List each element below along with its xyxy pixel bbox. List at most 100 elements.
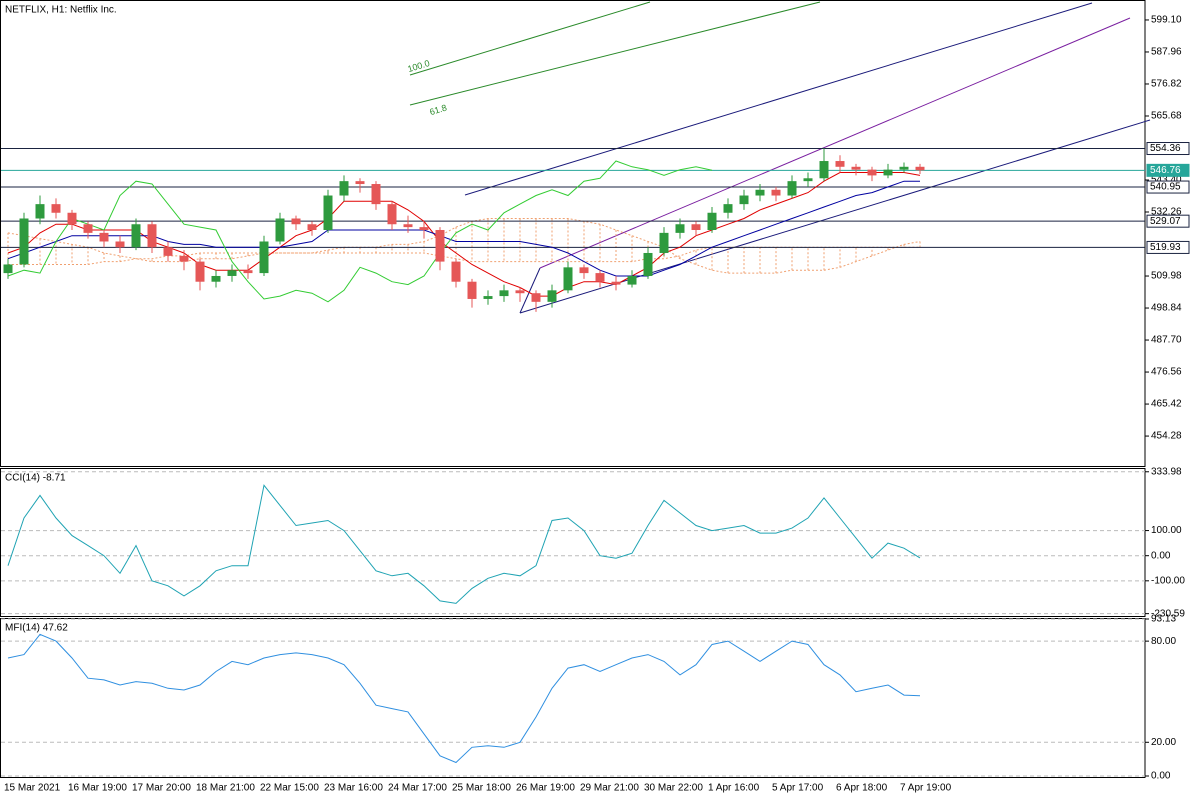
indicator-line: [7, 160, 713, 303]
candle-body: [131, 224, 141, 248]
y-tick-label: 509.98: [1151, 271, 1182, 282]
y-tick-label: 93.13: [1151, 614, 1176, 625]
candle-body: [163, 247, 173, 256]
candle-body: [771, 189, 781, 196]
candle-body: [803, 178, 813, 182]
candle-body: [355, 181, 365, 185]
trend-line: [519, 119, 1151, 314]
candle-body: [659, 232, 669, 253]
level-box: [1146, 240, 1190, 254]
cloud-edge: [7, 218, 921, 274]
y-tick-label: 476.56: [1151, 367, 1182, 378]
fib-line: [409, 1, 651, 76]
candle-body: [211, 275, 221, 282]
cloud-edge: [8, 246, 920, 265]
candle-body: [51, 204, 61, 213]
y-tick-label: 465.42: [1151, 399, 1182, 410]
level-box: [1146, 142, 1190, 156]
candle-body: [451, 261, 461, 282]
candle-body: [563, 267, 573, 291]
level-box: [1146, 214, 1190, 228]
cci-title: CCI(14) -8.71: [5, 473, 66, 484]
x-tick-label: 25 Mar 18:00: [452, 783, 511, 794]
candle-body: [547, 290, 557, 302]
y-tick-label: -100.00: [1151, 575, 1185, 586]
candle-body: [227, 270, 237, 276]
x-tick-label: 5 Apr 17:00: [772, 783, 824, 794]
candle-body: [19, 218, 29, 265]
candle-body: [387, 204, 397, 225]
candle-body: [739, 195, 749, 205]
candle-body: [179, 255, 189, 262]
candle-body: [691, 224, 701, 230]
x-tick-label: 26 Mar 19:00: [516, 783, 575, 794]
level-label: 540.95: [1150, 182, 1181, 193]
candle-body: [35, 204, 45, 219]
y-tick-label: 532.26: [1151, 207, 1182, 218]
candle-body: [579, 267, 589, 274]
y-tick-label: 543.40: [1151, 175, 1182, 186]
level-label: 529.07: [1150, 216, 1181, 227]
chart-title: NETFLIX, H1: Netflix Inc.: [5, 5, 117, 16]
y-tick-label: -230.59: [1151, 608, 1185, 619]
candle-body: [867, 169, 877, 176]
x-tick-label: 23 Mar 16:00: [324, 783, 383, 794]
trend-line: [519, 267, 541, 314]
level-box: [1146, 163, 1190, 177]
candle-body: [883, 169, 893, 176]
y-tick-label: 100.00: [1151, 525, 1182, 536]
candle-body: [499, 290, 509, 297]
fib-label: 100.0: [406, 58, 430, 74]
candle-body: [435, 229, 445, 262]
trend-line: [539, 17, 1131, 269]
x-tick-label: 6 Apr 18:00: [836, 783, 888, 794]
level-label: 554.36: [1150, 143, 1181, 154]
y-tick-label: 20.00: [1151, 737, 1176, 748]
y-tick-label: 565.68: [1151, 111, 1182, 122]
y-tick-label: 0.00: [1151, 771, 1171, 782]
main-panel: [0, 0, 1146, 467]
level-label: 519.93: [1150, 242, 1181, 253]
candle-body: [483, 296, 493, 299]
candle-body: [291, 218, 301, 225]
candle-body: [67, 212, 77, 225]
candle-body: [899, 166, 909, 170]
candle-body: [595, 273, 605, 282]
candle-body: [371, 184, 381, 205]
candle-body: [627, 275, 637, 285]
mfi-title: MFI(14) 47.62: [5, 623, 68, 634]
x-tick-label: 30 Mar 22:00: [644, 783, 703, 794]
candle-body: [915, 166, 925, 171]
y-tick-label: 333.98: [1151, 466, 1182, 477]
y-tick-label: 599.10: [1151, 15, 1182, 26]
candle-body: [195, 261, 205, 282]
candle-body: [835, 161, 845, 167]
candle-body: [3, 264, 13, 274]
x-tick-label: 29 Mar 21:00: [580, 783, 639, 794]
candle-body: [723, 204, 733, 213]
candle-body: [515, 290, 525, 294]
indicator-line: [7, 172, 921, 297]
candle-body: [787, 181, 797, 196]
x-tick-label: 24 Mar 17:00: [388, 783, 447, 794]
indicator-line: [7, 484, 921, 604]
candle-body: [83, 224, 93, 233]
level-label: 546.76: [1150, 165, 1181, 176]
candle-body: [851, 166, 861, 170]
indicator-line: [7, 633, 921, 764]
x-tick-label: 16 Mar 19:00: [68, 783, 127, 794]
level-box: [1146, 180, 1190, 194]
y-tick-label: 498.84: [1151, 303, 1182, 314]
x-tick-label: 17 Mar 20:00: [132, 783, 191, 794]
candle-body: [675, 224, 685, 233]
fib-label: 61.8: [428, 102, 448, 117]
fib-line: [409, 1, 821, 106]
candle-body: [643, 252, 653, 276]
y-tick-label: 454.28: [1151, 431, 1182, 442]
y-tick-label: 0.00: [1151, 550, 1171, 561]
candle-body: [819, 161, 829, 179]
x-tick-label: 7 Apr 19:00: [900, 783, 952, 794]
candle-body: [243, 270, 253, 274]
